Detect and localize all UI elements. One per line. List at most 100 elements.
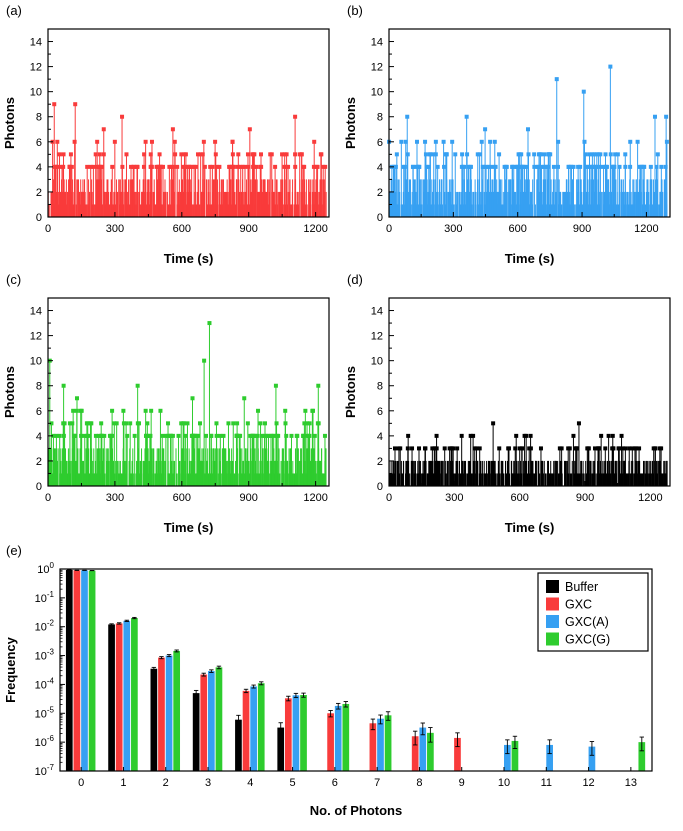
svg-text:Time (s): Time (s): [164, 251, 214, 266]
svg-text:14: 14: [30, 306, 42, 318]
svg-text:Photons: Photons: [2, 97, 17, 149]
svg-text:Buffer: Buffer: [565, 580, 598, 594]
panel-d: (d) 0 300 600 900 1200 0 2 4 6 8 10 12 14 Photons Time…: [341, 269, 683, 538]
svg-text:0: 0: [377, 212, 383, 224]
svg-text:4: 4: [377, 162, 383, 174]
svg-text:2: 2: [163, 777, 169, 789]
svg-text:Photons: Photons: [343, 97, 358, 149]
svg-text:900: 900: [240, 223, 258, 235]
svg-text:12: 12: [371, 331, 383, 343]
panel-a: (a) 0 300 600 900 1200 0 2 4 6 8 10 12 14 Photons Time…: [0, 0, 341, 269]
svg-text:8: 8: [416, 777, 422, 789]
svg-text:600: 600: [509, 223, 527, 235]
svg-text:10: 10: [371, 87, 383, 99]
svg-text:100: 100: [37, 561, 54, 576]
svg-text:8: 8: [377, 381, 383, 393]
panel-c-plot: 0 300 600 900 1200 0 2 4 6 8 10 12 14 Photons Time (s): [2, 297, 330, 535]
plot-frame: [59, 568, 653, 772]
svg-text:300: 300: [106, 223, 124, 235]
svg-text:Time (s): Time (s): [164, 520, 214, 535]
svg-text:0: 0: [36, 212, 42, 224]
panel-d-plot: 0 300 600 900 1200 0 2 4 6 8 10 12 14 Photons Time (s): [343, 297, 671, 535]
svg-text:12: 12: [371, 62, 383, 74]
panel-b-label: (b): [347, 3, 363, 18]
svg-text:No. of Photons: No. of Photons: [310, 803, 402, 818]
svg-text:14: 14: [371, 306, 383, 318]
svg-text:GXC(G): GXC(G): [565, 633, 610, 647]
plot-frame: [388, 297, 671, 487]
plot-frame: [388, 28, 671, 218]
panel-e-label: (e): [6, 543, 22, 558]
stems: [387, 64, 669, 217]
svg-text:10: 10: [371, 356, 383, 368]
svg-text:Time (s): Time (s): [505, 251, 555, 266]
stems: [47, 321, 327, 486]
svg-text:0: 0: [386, 223, 392, 235]
svg-text:6: 6: [36, 406, 42, 418]
svg-text:14: 14: [371, 37, 383, 49]
svg-text:10: 10: [30, 356, 42, 368]
svg-text:1200: 1200: [303, 492, 327, 504]
svg-text:5: 5: [290, 777, 296, 789]
svg-text:6: 6: [332, 777, 338, 789]
svg-text:900: 900: [240, 492, 258, 504]
svg-text:12: 12: [30, 62, 42, 74]
panel-b-plot: 0 300 600 900 1200 0 2 4 6 8 10 12 14 Photons Time (s): [343, 28, 671, 266]
svg-text:2: 2: [377, 187, 383, 199]
svg-text:8: 8: [377, 112, 383, 124]
panel-c: (c) 0 300 600 900 1200 0 2 4 6 8 10 12 14 Photons Time…: [0, 269, 341, 538]
svg-text:2: 2: [36, 456, 42, 468]
svg-text:GXC: GXC: [565, 598, 592, 612]
svg-text:10-7: 10-7: [35, 763, 55, 778]
legend: Buffer GXC GXC(A) GXC(G): [537, 572, 649, 652]
svg-text:Photons: Photons: [2, 366, 17, 418]
svg-text:4: 4: [247, 777, 253, 789]
svg-text:300: 300: [106, 492, 124, 504]
plot-frame: [47, 297, 330, 487]
svg-text:14: 14: [30, 37, 42, 49]
svg-text:7: 7: [374, 777, 380, 789]
svg-text:10: 10: [498, 777, 510, 789]
svg-text:13: 13: [625, 777, 637, 789]
svg-text:11: 11: [541, 777, 552, 789]
svg-text:1200: 1200: [303, 223, 327, 235]
svg-text:6: 6: [377, 406, 383, 418]
svg-text:1: 1: [120, 777, 126, 789]
svg-text:600: 600: [173, 223, 191, 235]
svg-text:0: 0: [78, 777, 84, 789]
svg-text:4: 4: [377, 431, 383, 443]
svg-text:2: 2: [36, 187, 42, 199]
svg-text:900: 900: [576, 492, 594, 504]
svg-text:0: 0: [386, 492, 392, 504]
svg-text:6: 6: [36, 137, 42, 149]
svg-text:4: 4: [36, 431, 42, 443]
svg-text:10-1: 10-1: [35, 590, 55, 605]
svg-text:2: 2: [377, 456, 383, 468]
svg-text:300: 300: [444, 223, 462, 235]
svg-text:12: 12: [582, 777, 594, 789]
svg-text:10-6: 10-6: [35, 734, 55, 749]
svg-text:9: 9: [459, 777, 465, 789]
svg-text:0: 0: [377, 481, 383, 493]
svg-text:GXC(A): GXC(A): [565, 615, 609, 629]
panel-a-plot: 0 300 600 900 1200 0 2 4 6 8 10 12 14 Photons Time (s): [2, 28, 330, 266]
svg-text:1200: 1200: [638, 492, 662, 504]
svg-text:0: 0: [45, 492, 51, 504]
svg-text:Time (s): Time (s): [505, 520, 555, 535]
svg-text:Photons: Photons: [343, 366, 358, 418]
stems: [47, 102, 328, 217]
stems: [388, 421, 668, 486]
bars: [65, 569, 646, 771]
svg-text:10-4: 10-4: [35, 676, 55, 691]
panel-a-label: (a): [6, 3, 22, 18]
svg-text:300: 300: [445, 492, 463, 504]
panel-d-label: (d): [347, 272, 363, 287]
svg-text:Frequency: Frequency: [3, 636, 18, 703]
svg-text:4: 4: [36, 162, 42, 174]
svg-text:10-3: 10-3: [35, 648, 55, 663]
panel-e: (e) 100 10-1 10-2 10-3 10-4 10-5 10-6 10-7 0 1 2 3 4…: [0, 540, 683, 821]
svg-text:10-5: 10-5: [35, 705, 55, 720]
svg-text:0: 0: [45, 223, 51, 235]
